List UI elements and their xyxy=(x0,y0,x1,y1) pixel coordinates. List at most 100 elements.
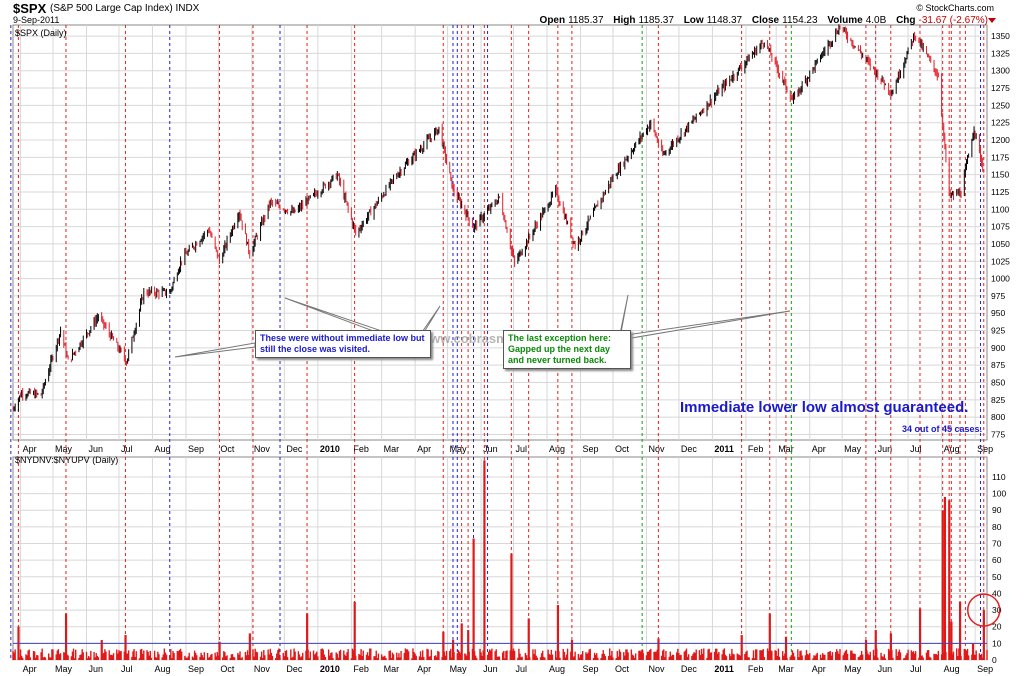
breadth-bar xyxy=(330,652,332,660)
breadth-bar xyxy=(594,654,597,660)
breadth-bar xyxy=(487,651,490,660)
breadth-bar xyxy=(260,651,263,660)
breadth-bar xyxy=(231,654,234,660)
breadth-spike-bar xyxy=(784,636,788,660)
breadth-x-tick-label: Jul xyxy=(910,664,922,674)
breadth-bar xyxy=(867,653,869,660)
price-axis-tick-label: 825 xyxy=(991,395,1005,405)
breadth-spike-bar xyxy=(467,630,470,660)
breadth-bar xyxy=(958,648,960,660)
breadth-bar xyxy=(899,652,902,660)
breadth-bar xyxy=(207,657,210,660)
breadth-axis-tick-label: 0 xyxy=(992,655,997,665)
breadth-bar xyxy=(149,650,151,660)
breadth-bar xyxy=(956,648,958,660)
breadth-bar xyxy=(374,656,376,660)
breadth-bar xyxy=(526,658,529,660)
breadth-bar xyxy=(619,651,622,660)
breadth-bar xyxy=(513,650,516,660)
breadth-bar xyxy=(790,655,793,660)
breadth-bar xyxy=(390,658,393,660)
breadth-bar xyxy=(520,657,522,660)
breadth-bar xyxy=(559,657,561,660)
breadth-bar xyxy=(812,658,814,660)
breadth-bar xyxy=(309,651,311,660)
price-axis-tick-label: 1250 xyxy=(991,100,1010,110)
price-x-tick-label: Jul xyxy=(910,444,922,454)
breadth-bar xyxy=(850,650,852,660)
breadth-bar xyxy=(186,658,188,660)
breadth-bar xyxy=(882,656,884,660)
breadth-bar xyxy=(80,654,82,660)
breadth-bar xyxy=(406,649,409,660)
breadth-bar xyxy=(360,649,362,660)
breadth-bar xyxy=(844,650,847,660)
breadth-bar xyxy=(490,650,492,660)
breadth-bar xyxy=(753,658,756,660)
price-axis-tick-label: 975 xyxy=(991,291,1005,301)
breadth-bar xyxy=(784,653,786,660)
breadth-bar xyxy=(831,652,834,660)
breadth-bar xyxy=(81,649,83,660)
breadth-bar xyxy=(229,657,231,660)
breadth-x-tick-label: Aug xyxy=(549,664,565,674)
breadth-bar xyxy=(118,650,120,660)
annotation-pointer xyxy=(174,342,256,358)
breadth-bar xyxy=(965,650,968,660)
breadth-bar xyxy=(389,650,391,660)
breadth-bar xyxy=(365,654,368,660)
breadth-bar xyxy=(291,657,293,660)
breadth-bar xyxy=(339,649,342,660)
breadth-bar xyxy=(548,654,550,660)
breadth-bar xyxy=(934,654,936,660)
breadth-bar xyxy=(852,653,854,660)
breadth-bar xyxy=(278,648,280,660)
breadth-bar xyxy=(399,657,401,660)
breadth-bar xyxy=(282,652,284,660)
breadth-bar xyxy=(481,655,483,660)
breadth-bar xyxy=(165,654,168,660)
breadth-bar xyxy=(51,649,53,660)
breadth-bar xyxy=(104,649,106,660)
breadth-bar xyxy=(495,649,497,660)
breadth-bar xyxy=(302,652,304,660)
price-x-tick-label: Aug xyxy=(549,444,565,454)
quote-summary: Open 1185.37 High 1185.37 Low 1148.37 Close… xyxy=(533,15,988,26)
breadth-bar xyxy=(884,658,887,660)
breadth-bar xyxy=(127,650,130,660)
breadth-bar xyxy=(437,650,439,660)
breadth-bar xyxy=(134,656,136,660)
breadth-bar xyxy=(450,648,452,660)
breadth-bar xyxy=(964,650,967,660)
breadth-bar xyxy=(451,657,453,660)
breadth-bar xyxy=(801,655,803,660)
breadth-bar xyxy=(737,654,740,660)
breadth-bar xyxy=(188,652,190,660)
breadth-bar xyxy=(255,651,257,660)
breadth-bar xyxy=(90,650,92,660)
breadth-bar xyxy=(320,649,322,660)
price-panel-frame xyxy=(12,24,988,441)
breadth-bar xyxy=(240,658,242,660)
breadth-spike-bar xyxy=(889,633,892,660)
breadth-bar xyxy=(868,655,870,660)
breadth-bar xyxy=(656,649,658,660)
breadth-bar xyxy=(496,656,498,660)
breadth-bar xyxy=(422,650,424,660)
price-axis-tick-label: 1000 xyxy=(991,274,1010,284)
breadth-bar xyxy=(284,650,287,660)
breadth-bar xyxy=(981,657,984,660)
breadth-x-tick-label: Oct xyxy=(220,664,235,674)
breadth-bar xyxy=(661,650,664,660)
breadth-bar xyxy=(716,648,718,660)
low-label: Low xyxy=(683,15,704,26)
breadth-bar xyxy=(112,653,115,660)
breadth-spike-bar xyxy=(768,613,771,660)
breadth-bar xyxy=(146,650,148,660)
breadth-bar xyxy=(623,652,625,660)
breadth-bar xyxy=(41,648,43,660)
breadth-bar xyxy=(392,654,395,660)
breadth-bar xyxy=(602,650,604,660)
breadth-bar xyxy=(350,658,353,660)
breadth-bar xyxy=(536,657,538,660)
